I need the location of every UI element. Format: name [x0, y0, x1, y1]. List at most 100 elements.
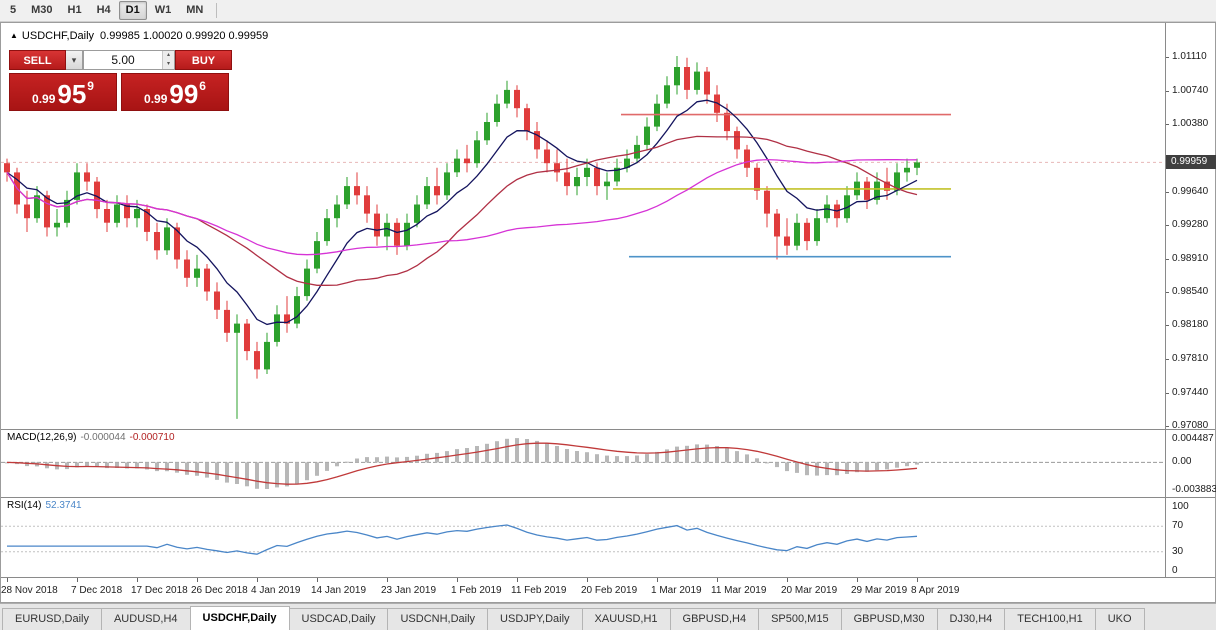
date-axis-label: 1 Feb 2019	[451, 585, 502, 596]
price-axis-tick	[1166, 192, 1169, 193]
date-axis-tick	[917, 578, 918, 582]
price-axis-label: 0.97440	[1172, 387, 1209, 398]
timeframe-button-5[interactable]: 5	[10, 4, 17, 16]
date-axis-tick	[77, 578, 78, 582]
current-price-badge: 0.99959	[1166, 155, 1216, 169]
symbol-tab-bar: EURUSD,Daily AUDUSD,H4 USDCHF,Daily USDCAD,…	[0, 603, 1216, 630]
date-axis-tick	[787, 578, 788, 582]
date-axis-label: 7 Dec 2018	[71, 585, 123, 596]
date-axis-label: 23 Jan 2019	[381, 585, 437, 596]
rsi-axis-label: 30	[1172, 546, 1184, 557]
volume-input[interactable]: 5.00 ▴ ▾	[83, 50, 175, 70]
date-axis-label: 14 Jan 2019	[311, 585, 367, 596]
chevron-down-icon: ▾	[71, 55, 77, 65]
buy-price-tile[interactable]: 0.99 99 6	[121, 73, 229, 111]
sell-price-prefix: 0.99	[32, 92, 56, 106]
symbol-tab-usdjpy-daily[interactable]: USDJPY,Daily	[487, 608, 583, 630]
timeframe-button-d1[interactable]: D1	[118, 1, 147, 20]
date-axis-tick	[517, 578, 518, 582]
rsi-panel-canvas[interactable]	[1, 498, 1165, 577]
sell-button[interactable]: SELL	[9, 50, 66, 70]
order-options-dropdown[interactable]: ▾	[66, 50, 83, 70]
rsi-axis-label: 100	[1172, 501, 1189, 512]
date-axis-tick	[657, 578, 658, 582]
candlesticks-layer	[4, 56, 920, 419]
moving-average-fast	[6, 99, 918, 326]
price-axis-label: 0.97810	[1172, 353, 1209, 364]
date-axis-tick	[137, 578, 138, 582]
timeframe-button-m30[interactable]: M30	[31, 4, 53, 16]
date-axis-tick	[717, 578, 718, 582]
macd-axis-label: -0.003883	[1172, 484, 1216, 495]
volume-spinner[interactable]: ▴ ▾	[162, 51, 174, 69]
macd-axis-label: 0.004487	[1172, 433, 1214, 444]
volume-value: 5.00	[111, 53, 135, 67]
sell-price-pipette: 9	[87, 79, 94, 93]
date-axis-label: 17 Dec 2018	[131, 585, 188, 596]
date-axis-label: 11 Feb 2019	[511, 585, 567, 596]
symbol-tab-eurusd-daily[interactable]: EURUSD,Daily	[2, 608, 102, 630]
spinner-down-icon: ▾	[163, 60, 174, 69]
price-axis[interactable]: 1.01110 1.00740 1.00380 0.99640 0.99280 0.989…	[1165, 23, 1216, 577]
price-axis-tick	[1166, 259, 1169, 260]
rsi-name: RSI(14)	[7, 500, 42, 511]
price-axis-tick	[1166, 325, 1169, 326]
date-axis-label: 11 Mar 2019	[711, 585, 767, 596]
date-axis-label: 8 Apr 2019	[911, 585, 960, 596]
moving-average-slow	[6, 158, 918, 256]
price-axis-tick	[1166, 124, 1169, 125]
date-axis-tick	[457, 578, 458, 582]
price-axis-tick	[1166, 393, 1169, 394]
price-axis-tick	[1166, 57, 1169, 58]
symbol-tab-tech100-h1[interactable]: TECH100,H1	[1004, 608, 1096, 630]
date-axis-tick	[257, 578, 258, 582]
price-chart-canvas[interactable]	[1, 23, 1165, 429]
chart-icon: ▲	[10, 31, 18, 40]
timeframe-toolbar: 5 M30 H1 H4 D1 W1 MN	[0, 0, 1216, 22]
date-axis-tick	[317, 578, 318, 582]
price-axis-tick	[1166, 359, 1169, 360]
date-axis-tick	[857, 578, 858, 582]
price-axis-label: 0.98180	[1172, 319, 1209, 330]
symbol-tab-usdcnh-daily[interactable]: USDCNH,Daily	[387, 608, 489, 630]
timeframe-button-w1[interactable]: W1	[154, 4, 172, 16]
price-axis-label: 1.00740	[1172, 85, 1209, 96]
price-axis-label: 0.99280	[1172, 219, 1209, 230]
symbol-tab-gbpusd-m30[interactable]: GBPUSD,M30	[840, 608, 938, 630]
symbol-tab-xauusd-h1[interactable]: XAUUSD,H1	[581, 608, 671, 630]
date-axis-tick	[387, 578, 388, 582]
price-axis-label: 1.00380	[1172, 118, 1209, 129]
trade-panel-controls: SELL ▾ 5.00 ▴ ▾ BUY	[9, 50, 233, 70]
buy-button[interactable]: BUY	[175, 50, 232, 70]
price-axis-label: 0.98540	[1172, 286, 1209, 297]
trade-panel-quotes: 0.99 95 9 0.99 99 6	[9, 73, 233, 111]
symbol-tab-dj30-h4[interactable]: DJ30,H4	[936, 608, 1006, 630]
symbol-tab-uko[interactable]: UKO	[1094, 608, 1145, 630]
symbol-tab-gbpusd-h4[interactable]: GBPUSD,H4	[669, 608, 760, 630]
date-axis[interactable]: 28 Nov 2018 7 Dec 2018 17 Dec 2018 26 Dec 2…	[1, 578, 1215, 602]
rsi-line	[7, 524, 918, 555]
date-axis-separator	[1, 577, 1215, 578]
sell-price-tile[interactable]: 0.99 95 9	[9, 73, 117, 111]
buy-price-big: 99	[169, 79, 199, 109]
chart-window: ▲ USDCHF,Daily 0.99985 1.00020 0.99920 0.9…	[0, 22, 1216, 603]
spinner-up-icon: ▴	[163, 51, 174, 60]
toolbar-separator	[216, 3, 218, 18]
timeframe-button-h4[interactable]: H4	[96, 4, 111, 16]
date-axis-label: 28 Nov 2018	[1, 585, 58, 596]
rsi-panel-resize-handle[interactable]	[1, 497, 1215, 498]
timeframe-button-h1[interactable]: H1	[67, 4, 82, 16]
buy-price-pipette: 6	[199, 79, 206, 93]
symbol-tab-audusd-h4[interactable]: AUDUSD,H4	[100, 608, 191, 630]
price-axis-label: 0.97080	[1172, 420, 1209, 431]
macd-panel-canvas[interactable]	[1, 430, 1165, 497]
rsi-axis-label: 70	[1172, 520, 1184, 531]
price-axis-tick	[1166, 426, 1169, 427]
timeframe-button-mn[interactable]: MN	[186, 4, 204, 16]
symbol-tab-usdcad-daily[interactable]: USDCAD,Daily	[288, 608, 389, 630]
symbol-tab-usdchf-daily[interactable]: USDCHF,Daily	[189, 606, 290, 630]
symbol-tab-sp500-m15[interactable]: SP500,M15	[758, 608, 842, 630]
chart-symbol-period: USDCHF,Daily	[21, 30, 95, 42]
sell-price-big: 95	[57, 79, 87, 109]
macd-panel-resize-handle[interactable]	[1, 429, 1215, 430]
